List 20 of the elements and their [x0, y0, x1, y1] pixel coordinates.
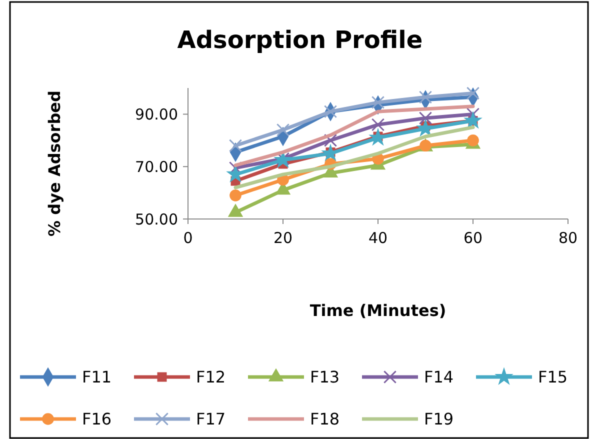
chart-title: Adsorption Profile	[177, 26, 423, 54]
y-tick-label: 50.00	[135, 210, 178, 228]
legend-label: F16	[82, 410, 112, 429]
x-tick-label: 20	[273, 229, 293, 247]
legend-label: F13	[310, 368, 340, 387]
y-axis-title: % dye Adsorbed	[45, 90, 64, 236]
x-tick-label: 80	[558, 229, 578, 247]
x-axis-title: Time (Minutes)	[310, 301, 446, 320]
x-tick-label: 40	[368, 229, 388, 247]
x-tick-label: 60	[463, 229, 483, 247]
legend-label: F18	[310, 410, 340, 429]
y-tick-label: 90.00	[135, 105, 178, 124]
x-tick-label: 0	[183, 229, 193, 247]
legend-label: F19	[424, 410, 454, 429]
legend-label: F17	[196, 410, 226, 429]
legend-label: F11	[82, 368, 112, 387]
legend-label: F14	[424, 368, 454, 387]
legend-label: F12	[196, 368, 226, 387]
y-tick-label: 70.00	[135, 158, 178, 176]
legend-label: F15	[538, 368, 568, 387]
